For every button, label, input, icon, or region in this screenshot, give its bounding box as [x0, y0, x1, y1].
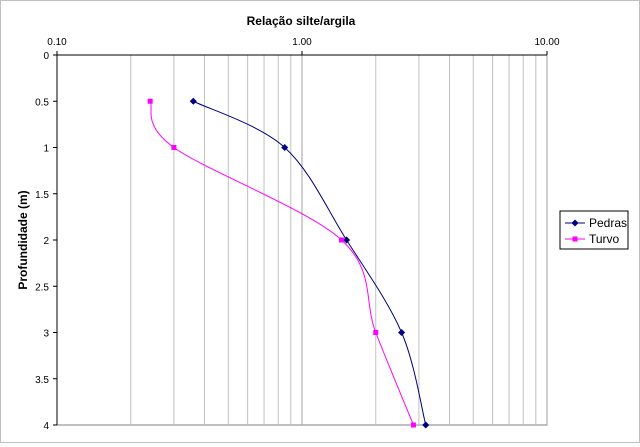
- data-point-turvo: [373, 330, 379, 335]
- chart-title: Relação silte/argila: [247, 14, 356, 28]
- legend-marker-pedras: [571, 219, 579, 227]
- y-tick-label: 4: [43, 421, 49, 432]
- data-point-pedras: [422, 421, 430, 429]
- y-tick-label: 3.5: [35, 375, 49, 386]
- data-point-turvo: [339, 237, 345, 243]
- x-tick-label: 1.00: [292, 37, 312, 48]
- legend-box: [559, 210, 629, 250]
- y-tick-label: 0: [43, 51, 49, 62]
- legend: Pedras Turvo: [559, 210, 629, 250]
- data-point-pedras: [343, 236, 351, 244]
- data-point-pedras: [281, 143, 289, 152]
- data-point-pedras: [189, 97, 197, 105]
- y-tick-label: 2.5: [35, 282, 49, 293]
- legend-label-pedras: Pedras: [589, 216, 627, 230]
- series-layer: [147, 97, 430, 429]
- legend-label-turvo: Turvo: [589, 232, 620, 246]
- y-tick-label: 1: [43, 144, 49, 155]
- data-point-turvo: [147, 98, 153, 104]
- y-tick-label: 2: [43, 236, 49, 247]
- y-axis-title: Profundidade (m): [16, 190, 30, 289]
- data-point-turvo: [410, 422, 416, 428]
- y-tick-label: 3: [43, 329, 49, 340]
- y-tick-label: 1.5: [35, 190, 49, 201]
- legend-marker-turvo: [572, 236, 578, 242]
- data-point-turvo: [171, 145, 177, 150]
- x-tick-label: 0.10: [47, 37, 67, 48]
- gridlines: [53, 51, 548, 426]
- y-tick-label: 0.5: [35, 97, 49, 108]
- x-tick-label: 10.00: [534, 37, 559, 48]
- data-point-pedras: [398, 328, 406, 337]
- tick-labels: 0.10 1.00 10.00 0 0.5 1 1.5 2 2.5 3 3.5 4: [35, 37, 560, 432]
